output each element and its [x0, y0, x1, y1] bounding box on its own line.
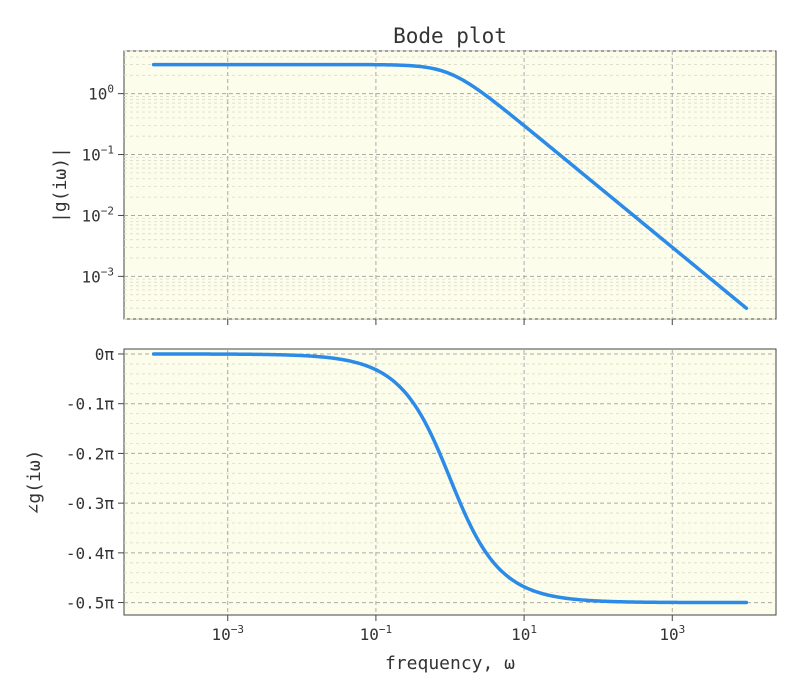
x-tick-label: 10−1	[360, 623, 393, 644]
phase-y-tick-label: 0π	[95, 345, 115, 364]
phase-y-axis-label: ∠g(iω)	[24, 449, 45, 514]
magnitude-y-tick-label: 100	[88, 83, 114, 104]
phase-y-tick-label: -0.3π	[66, 494, 115, 513]
magnitude-plot-area	[123, 50, 777, 320]
magnitude-grid	[124, 50, 776, 320]
magnitude-y-tick-label: 10−3	[81, 265, 114, 286]
phase-y-tick-label: -0.5π	[66, 594, 115, 613]
magnitude-panel: 100 10−1 10−2 10−3 |g(iω)|	[50, 50, 777, 325]
x-tick-label: 101	[511, 623, 537, 644]
phase-panel: 10−3 10−1 101 103 0π -0.1π -0.2π -0.3π -0.4π -0.5…	[24, 345, 777, 644]
x-tick-label: 10−3	[211, 623, 244, 644]
phase-grid	[124, 349, 776, 615]
magnitude-curve	[151, 62, 749, 310]
magnitude-y-tick-label: 10−2	[81, 204, 114, 225]
phase-y-tick-label: -0.2π	[66, 444, 115, 463]
magnitude-y-tick-label: 10−1	[81, 144, 114, 165]
magnitude-y-axis-label: |g(iω)|	[50, 147, 71, 223]
phase-y-tick-label: -0.4π	[66, 544, 115, 563]
phase-y-tick-label: -0.1π	[66, 395, 115, 414]
phase-curve	[151, 352, 749, 605]
phase-ticks: 10−3 10−1 101 103 0π -0.1π -0.2π -0.3π -0.4π -0.5…	[66, 345, 685, 644]
chart-title: Bode plot	[393, 24, 507, 48]
x-axis-label: frequency, ω	[385, 653, 515, 674]
magnitude-ticks: 100 10−1 10−2 10−3	[81, 83, 673, 325]
x-tick-label: 103	[659, 623, 685, 644]
